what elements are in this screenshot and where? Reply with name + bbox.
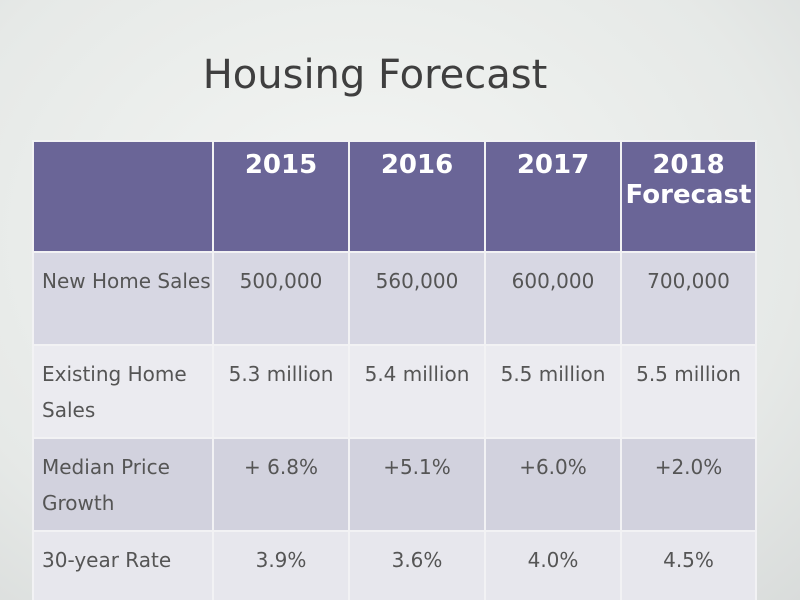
table-cell: 5.4 million [348,344,486,439]
table-cell: 600,000 [484,251,622,346]
table-cell: 4.0% [484,530,622,600]
forecast-table: 2015 2016 2017 2018 Forecast New Home Sales 5… [32,140,757,600]
row-label: Median Price Growth [32,437,214,532]
header-corner [32,140,214,253]
table-row: New Home Sales 500,000 560,000 600,000 700,0… [32,251,757,346]
header-cell: 2017 [484,140,622,253]
table-cell: 500,000 [212,251,350,346]
slide-title: Housing Forecast [202,52,548,98]
table-cell: +2.0% [620,437,757,532]
table-cell: 700,000 [620,251,757,346]
table-cell: +5.1% [348,437,486,532]
table-cell: 3.9% [212,530,350,600]
row-label: New Home Sales [32,251,214,346]
table-cell: 3.6% [348,530,486,600]
table-cell: 4.5% [620,530,757,600]
header-cell: 2016 [348,140,486,253]
table-row: Existing Home Sales 5.3 million 5.4 millio… [32,344,757,439]
table-cell: 5.5 million [620,344,757,439]
table-cell: 5.3 million [212,344,350,439]
row-label: 30-year Rate [32,530,214,600]
table-cell: 5.5 million [484,344,622,439]
table-row: 30-year Rate 3.9% 3.6% 4.0% 4.5% [32,530,757,600]
header-cell: 2018 Forecast [620,140,757,253]
table-cell: + 6.8% [212,437,350,532]
header-cell: 2015 [212,140,350,253]
header-row: 2015 2016 2017 2018 Forecast [32,140,757,253]
row-label: Existing Home Sales [32,344,214,439]
table-row: Median Price Growth + 6.8% +5.1% +6.0% +2.0% [32,437,757,532]
table-cell: +6.0% [484,437,622,532]
table-body: 2015 2016 2017 2018 Forecast New Home Sales 5… [32,140,757,600]
table-cell: 560,000 [348,251,486,346]
